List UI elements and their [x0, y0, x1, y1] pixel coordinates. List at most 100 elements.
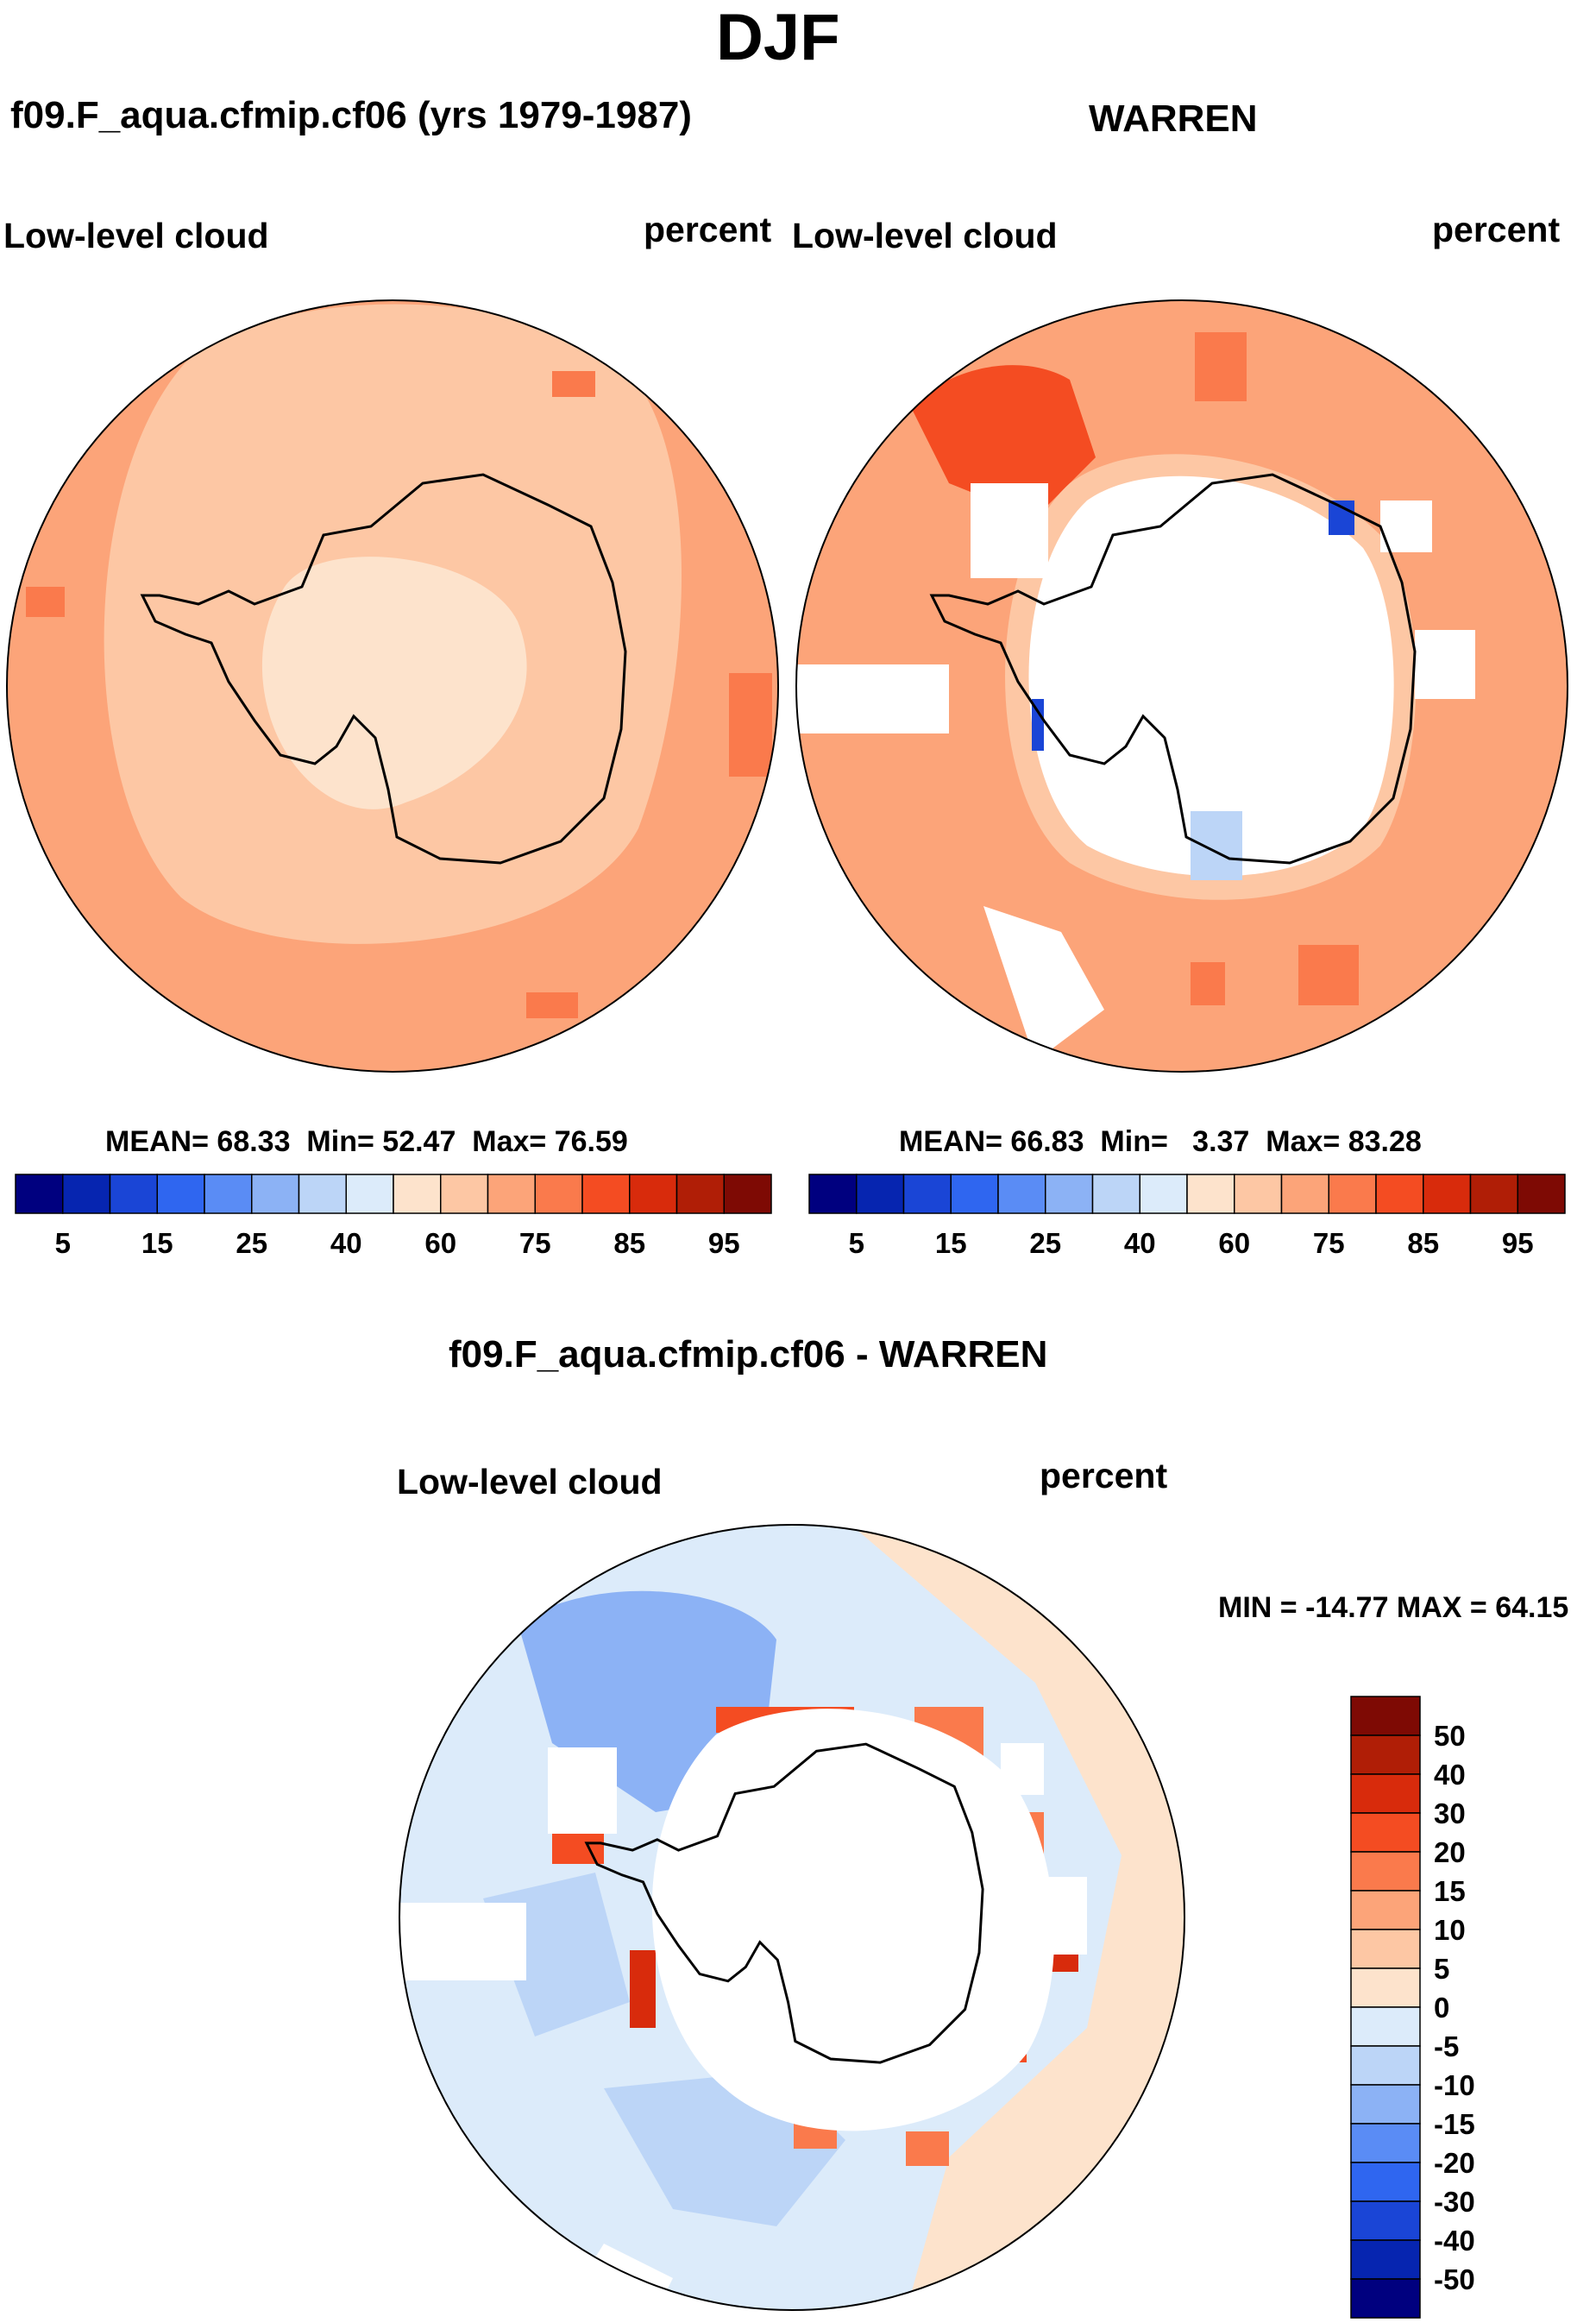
obs-colorbar-swatch — [808, 1174, 858, 1214]
model-min-value: 52.47 — [382, 1125, 456, 1158]
model-colorbar-tick-label: 5 — [55, 1227, 71, 1259]
diff-map-positive-east — [854, 1527, 1184, 2310]
model-stats: MEAN= 68.33 Min= 52.47 Max= 76.59 — [105, 1127, 628, 1156]
model-colorbar-swatch — [440, 1174, 489, 1214]
obs-min-label: Min= — [1100, 1125, 1168, 1158]
obs-colorbar-tick-label: 15 — [935, 1227, 967, 1259]
model-colorbar-tick-label: 60 — [424, 1227, 456, 1259]
diff-colorbar-tick-label: -5 — [1434, 2030, 1459, 2062]
model-colorbar-swatch — [675, 1174, 725, 1214]
diff-colorbar-swatch — [1350, 1696, 1421, 1736]
obs-colorbar-swatch — [902, 1174, 952, 1214]
diff-colorbar-swatch — [1350, 1812, 1421, 1853]
diff-colorbar-swatch — [1350, 1851, 1421, 1892]
obs-colorbar-swatch — [1186, 1174, 1235, 1214]
obs-map — [795, 299, 1568, 1073]
model-map-border — [6, 299, 779, 1073]
model-map-patch-3 — [729, 673, 772, 777]
diff-units-label: percent — [1040, 1456, 1168, 1495]
obs-max-label: Max= — [1266, 1125, 1341, 1158]
obs-colorbar-swatch — [950, 1174, 999, 1214]
model-min-label: Min= — [306, 1125, 374, 1158]
model-colorbar: 5 15 25 40 60 75 85 95 — [15, 1174, 772, 1259]
model-colorbar-tick-label: 40 — [330, 1227, 362, 1259]
diff-map-positive-rim-7 — [906, 2131, 949, 2166]
diff-colorbar-tick-label: 30 — [1434, 1797, 1466, 1829]
obs-units-label: percent — [1432, 210, 1561, 249]
obs-map-blue-spot-3 — [1191, 811, 1242, 880]
diff-map-missing-wedge-1 — [399, 1903, 526, 1980]
model-map-patch-2 — [552, 371, 595, 397]
model-colorbar-tick-label: 25 — [236, 1227, 267, 1259]
model-colorbar-swatch — [204, 1174, 253, 1214]
diff-colorbar-swatch — [1350, 2123, 1421, 2163]
obs-stats: MEAN= 66.83 Min= 3.37 Max= 83.28 — [899, 1127, 1422, 1156]
diff-map-missing-wedge-4 — [1031, 1877, 1087, 1955]
diff-colorbar-tick-label: -30 — [1434, 2186, 1475, 2218]
obs-colorbar-swatch — [1091, 1174, 1140, 1214]
obs-mean-value: 66.83 — [1010, 1125, 1084, 1158]
model-colorbar-swatch — [298, 1174, 347, 1214]
model-colorbar-swatch — [345, 1174, 394, 1214]
obs-colorbar-swatch — [997, 1174, 1046, 1214]
model-colorbar-tick-label: 85 — [613, 1227, 645, 1259]
obs-colorbar-swatch — [1045, 1174, 1094, 1214]
obs-map-high-region-2 — [1195, 332, 1247, 401]
diff-colorbar-tick-label: 15 — [1434, 1875, 1466, 1907]
diff-colorbar-swatch — [1350, 1929, 1421, 1969]
model-map — [6, 299, 779, 1073]
diff-colorbar-swatch — [1350, 1890, 1421, 1930]
diff-colorbar-swatch — [1350, 1967, 1421, 2008]
obs-colorbar-tick-label: 85 — [1407, 1227, 1439, 1259]
obs-colorbar-tick-label: 60 — [1218, 1227, 1250, 1259]
obs-colorbar-swatch — [1375, 1174, 1424, 1214]
diff-map-missing-interior — [651, 1709, 1055, 2131]
model-colorbar-swatch — [487, 1174, 536, 1214]
diff-map-missing-wedge-3 — [1001, 1743, 1044, 1795]
model-case-title: f09.F_aqua.cfmip.cf06 (yrs 1979-1987) — [10, 94, 692, 136]
model-colorbar-swatch — [62, 1174, 111, 1214]
diff-minmax: MIN = -14.77 MAX = 64.15 — [1218, 1591, 1569, 1624]
model-colorbar-swatch — [109, 1174, 158, 1214]
diff-colorbar-tick-label: -20 — [1434, 2147, 1475, 2179]
obs-colorbar-swatch — [1280, 1174, 1329, 1214]
diff-colorbar-tick-label: 0 — [1434, 1992, 1449, 2024]
obs-colorbar-swatch — [1234, 1174, 1283, 1214]
obs-colorbar-tick-label: 25 — [1029, 1227, 1061, 1259]
model-colorbar-tick-label: 15 — [141, 1227, 173, 1259]
diff-case-title: f09.F_aqua.cfmip.cf06 - WARREN — [449, 1333, 1048, 1376]
obs-colorbar: 5 15 25 40 60 75 85 95 — [808, 1174, 1566, 1259]
model-colorbar-swatch — [393, 1174, 442, 1214]
model-colorbar-swatch — [581, 1174, 631, 1214]
diff-colorbar-tick-label: -40 — [1434, 2225, 1475, 2257]
diff-colorbar-swatch — [1350, 2162, 1421, 2202]
page-title: DJF — [716, 1, 840, 74]
diff-map-positive-rim-4 — [630, 1950, 656, 2028]
model-colorbar-tick-label: 95 — [708, 1227, 740, 1259]
obs-colorbar-tick-label: 75 — [1313, 1227, 1345, 1259]
obs-mean-label: MEAN= — [899, 1125, 1002, 1158]
obs-max-value: 83.28 — [1348, 1125, 1422, 1158]
diff-colorbar-swatch — [1350, 2084, 1421, 2125]
obs-map-high-region-1 — [910, 365, 1096, 518]
model-colorbar-tick-label: 75 — [519, 1227, 551, 1259]
model-units-label: percent — [644, 210, 772, 249]
obs-colorbar-tick-label: 95 — [1502, 1227, 1534, 1259]
obs-colorbar-swatch — [1328, 1174, 1377, 1214]
obs-map-missing-wedge-3 — [1380, 500, 1432, 552]
model-map-patch-1 — [26, 587, 65, 617]
model-colorbar-swatch — [15, 1174, 64, 1214]
diff-map-missing-wedge-2 — [548, 1747, 617, 1834]
obs-map-blue-spot-1 — [1032, 699, 1044, 751]
obs-variable-label: Low-level cloud — [792, 216, 1058, 255]
diff-colorbar-swatch — [1350, 2200, 1421, 2241]
obs-map-missing-wedge-1 — [796, 664, 949, 733]
obs-map-missing-wedge-4 — [1415, 630, 1475, 699]
diff-colorbar-swatch — [1350, 2006, 1421, 2047]
obs-colorbar-swatch — [1139, 1174, 1188, 1214]
model-max-label: Max= — [472, 1125, 547, 1158]
obs-colorbar-swatch — [1469, 1174, 1518, 1214]
obs-map-missing-interior — [1028, 475, 1394, 877]
